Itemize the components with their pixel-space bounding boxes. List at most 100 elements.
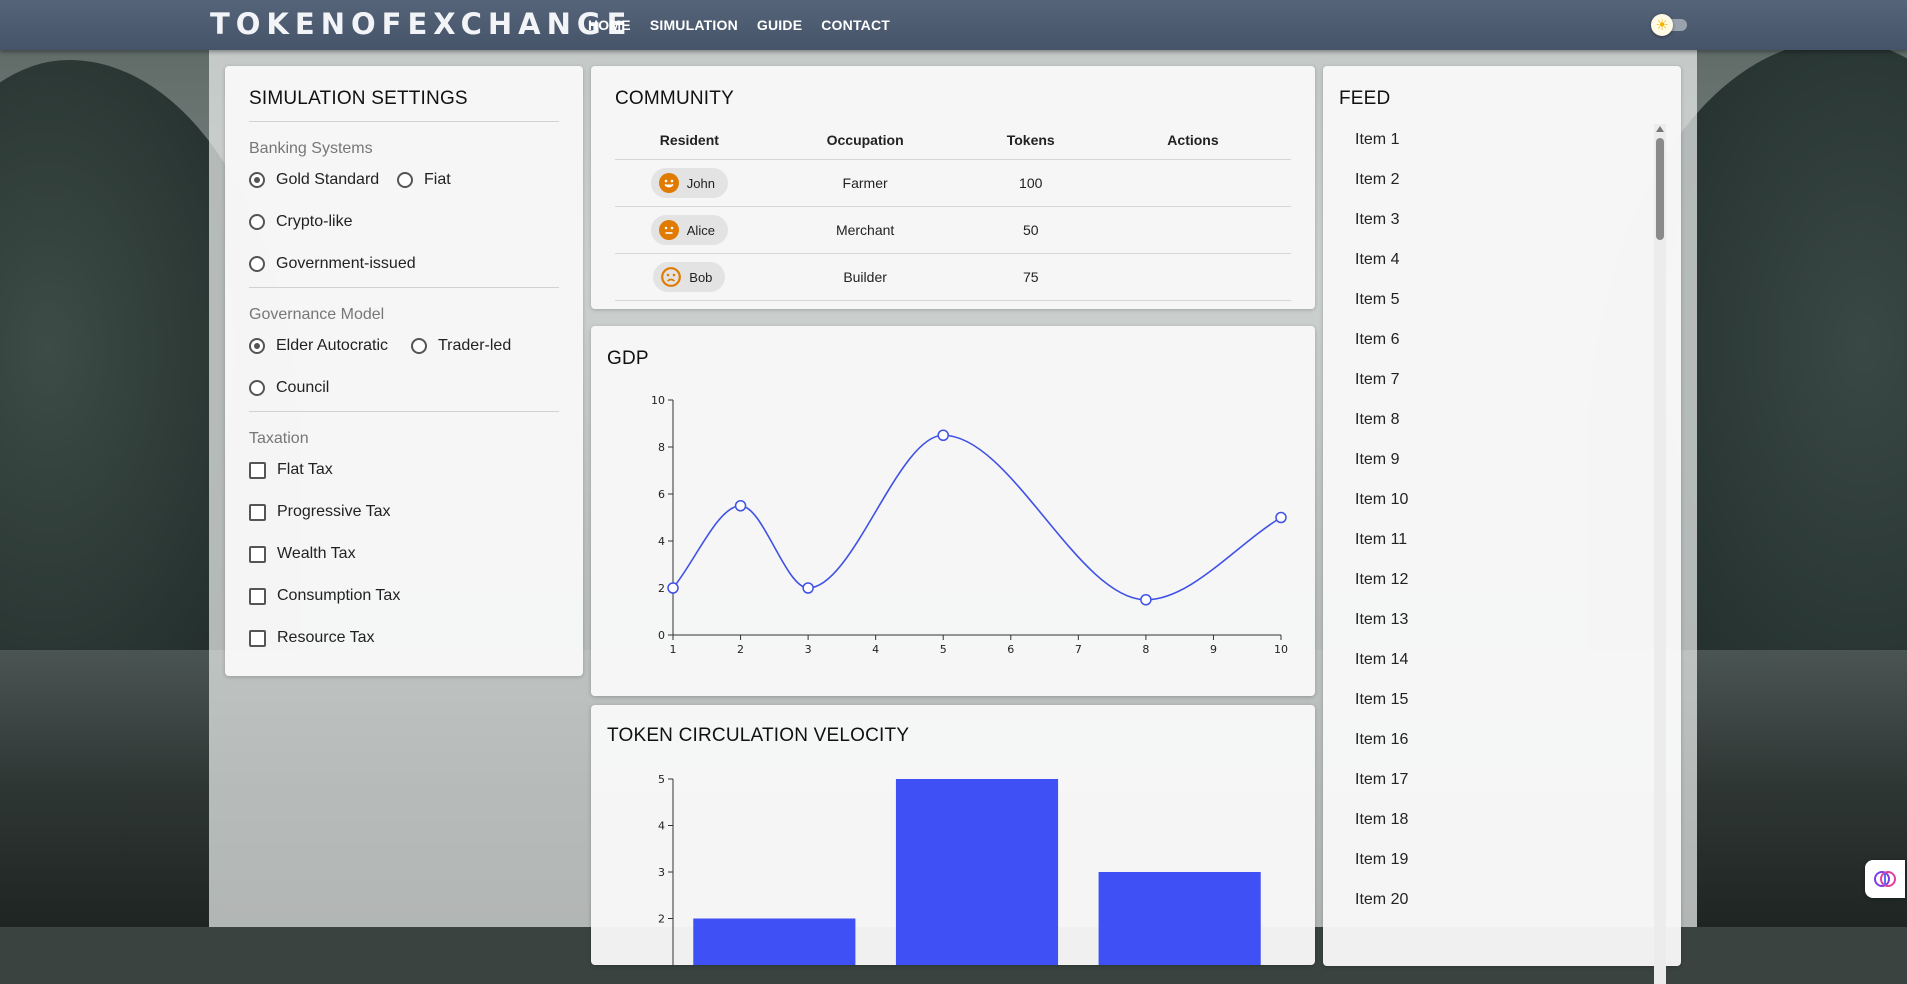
feed-item[interactable]: Item 12 — [1355, 571, 1409, 588]
gdp-title: GDP — [607, 348, 649, 369]
x-tick-label: 2 — [737, 643, 744, 656]
feed-item[interactable]: Item 4 — [1355, 251, 1400, 268]
divider — [249, 121, 559, 122]
gdp-data-point — [734, 500, 747, 512]
assistant-button[interactable] — [1865, 860, 1905, 898]
checkbox-consumption-tax[interactable]: Consumption Tax — [249, 587, 400, 605]
gdp-data-point — [1140, 594, 1152, 606]
checkbox-flat-tax[interactable]: Flat Tax — [249, 461, 333, 479]
x-tick-label: 5 — [940, 643, 947, 656]
radio-crypto-like[interactable]: Crypto-like — [249, 213, 352, 231]
feed-item[interactable]: Item 1 — [1355, 131, 1400, 148]
nav-home[interactable]: HOME — [588, 17, 631, 33]
y-tick-label: 2 — [658, 582, 665, 595]
y-tick-label: 4 — [658, 535, 665, 548]
checkbox-resource-tax[interactable]: Resource Tax — [249, 629, 375, 647]
y-tick-label: 8 — [658, 441, 665, 454]
nav-guide[interactable]: GUIDE — [756, 17, 803, 33]
feed-list: Item 1 Item 2 Item 3 Item 4 Item 5 Item 6 Item… — [1339, 126, 1659, 926]
feed-item[interactable]: Item 8 — [1355, 411, 1400, 428]
velocity-bar — [1098, 872, 1261, 965]
happy-face-icon — [658, 173, 679, 193]
feed-item[interactable]: Item 5 — [1355, 291, 1400, 308]
x-tick-label: 6 — [1007, 643, 1014, 656]
checkbox-icon — [249, 545, 266, 563]
theme-toggle[interactable]: ☀ — [1651, 14, 1688, 36]
table-row: Bob Builder 75 — [615, 253, 1291, 301]
feed-item[interactable]: Item 3 — [1355, 211, 1400, 228]
nav-contact[interactable]: CONTACT — [821, 17, 891, 33]
y-tick-label: 2 — [658, 913, 665, 926]
checkbox-icon — [249, 629, 266, 647]
feed-item[interactable]: Item 9 — [1355, 451, 1400, 468]
radio-gold-standard[interactable]: Gold Standard — [249, 171, 379, 189]
feed-card: FEED Item 1 Item 2 Item 3 Item 4 Item 5 Item … — [1323, 66, 1681, 984]
sad-face-icon — [661, 267, 682, 287]
resident-chip[interactable]: Alice — [650, 215, 728, 245]
radio-unchecked-icon — [249, 214, 265, 230]
checkbox-progressive-tax[interactable]: Progressive Tax — [249, 503, 391, 521]
feed-item[interactable]: Item 11 — [1355, 531, 1408, 548]
divider — [249, 287, 559, 288]
token-velocity-bar-chart: 2 3 4 5 — [658, 773, 1261, 965]
radio-government-issued[interactable]: Government-issued — [249, 255, 416, 273]
gdp-chart-card: GDP 0 2 4 6 8 10 1 2 3 4 5 6 7 8 9 10 — [591, 326, 1315, 696]
y-tick-label: 4 — [658, 820, 665, 833]
divider — [249, 411, 559, 412]
col-resident[interactable]: Resident — [615, 121, 764, 160]
brand-logo[interactable]: TOKENOFEXCHANGE — [210, 7, 633, 41]
gdp-data-point — [937, 429, 949, 441]
feed-item[interactable]: Item 14 — [1355, 651, 1409, 668]
gdp-data-point — [667, 582, 679, 594]
token-velocity-chart-card: TOKEN CIRCULATION VELOCITY 2 3 4 5 — [591, 705, 1315, 965]
feed-item[interactable]: Item 7 — [1355, 371, 1400, 388]
x-tick-label: 8 — [1142, 643, 1149, 656]
community-card: COMMUNITY Resident Occupation Tokens Act… — [591, 66, 1315, 309]
feed-item[interactable]: Item 20 — [1355, 891, 1409, 908]
radio-trader-led[interactable]: Trader-led — [411, 337, 511, 355]
feed-item[interactable]: Item 2 — [1355, 171, 1400, 188]
x-tick-label: 9 — [1210, 643, 1217, 656]
radio-checked-icon — [249, 338, 265, 354]
radio-elder-autocratic[interactable]: Elder Autocratic — [249, 337, 388, 355]
radio-council[interactable]: Council — [249, 379, 329, 397]
checkbox-icon — [249, 461, 266, 479]
tcv-title: TOKEN CIRCULATION VELOCITY — [607, 725, 910, 746]
feed-item[interactable]: Item 6 — [1355, 331, 1400, 348]
actions-cell — [1094, 159, 1291, 207]
velocity-bar — [693, 918, 856, 965]
scroll-thumb[interactable] — [1656, 138, 1664, 240]
nav-simulation[interactable]: SIMULATION — [649, 17, 738, 33]
feed-item[interactable]: Item 15 — [1355, 691, 1409, 708]
banking-systems-label: Banking Systems — [249, 140, 373, 157]
actions-cell — [1094, 253, 1291, 301]
y-tick-label: 3 — [658, 866, 665, 879]
feed-item[interactable]: Item 16 — [1355, 731, 1409, 748]
radio-checked-icon — [249, 172, 265, 188]
simulation-settings-card: SIMULATION SETTINGS Banking Systems Gold… — [225, 66, 583, 676]
scroll-up-arrow-icon[interactable] — [1656, 126, 1664, 132]
col-tokens[interactable]: Tokens — [966, 121, 1095, 160]
table-header-row: Resident Occupation Tokens Actions — [615, 121, 1291, 160]
x-tick-label: 3 — [805, 643, 812, 656]
feed-item[interactable]: Item 10 — [1355, 491, 1409, 508]
radio-unchecked-icon — [411, 338, 427, 354]
gdp-series-line — [672, 434, 1282, 601]
table-row: Alice Merchant 50 — [615, 206, 1291, 254]
feed-item[interactable]: Item 13 — [1355, 611, 1409, 628]
app-bar: TOKENOFEXCHANGE HOME SIMULATION GUIDE CO… — [0, 0, 1907, 50]
radio-fiat[interactable]: Fiat — [397, 171, 451, 189]
feed-item[interactable]: Item 17 — [1355, 771, 1409, 788]
y-tick-label: 5 — [658, 773, 665, 786]
col-occupation[interactable]: Occupation — [763, 121, 967, 160]
radio-unchecked-icon — [397, 172, 413, 188]
checkbox-wealth-tax[interactable]: Wealth Tax — [249, 545, 356, 563]
feed-scrollbar[interactable] — [1654, 124, 1666, 984]
resident-chip[interactable]: John — [650, 168, 728, 198]
col-actions[interactable]: Actions — [1094, 121, 1291, 160]
community-title: COMMUNITY — [615, 88, 734, 109]
brain-icon — [1874, 871, 1896, 887]
feed-item[interactable]: Item 19 — [1355, 851, 1409, 868]
resident-chip[interactable]: Bob — [653, 262, 726, 292]
feed-item[interactable]: Item 18 — [1355, 811, 1409, 828]
